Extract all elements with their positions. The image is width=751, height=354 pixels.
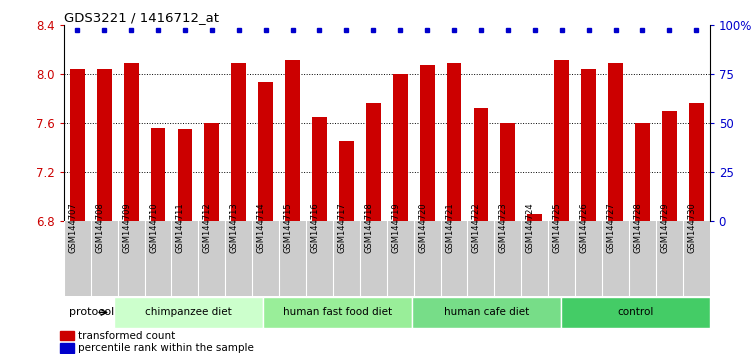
- Text: GSM144722: GSM144722: [472, 202, 481, 252]
- Text: GSM144713: GSM144713: [230, 202, 239, 252]
- Bar: [393, 74, 408, 221]
- Bar: [59, 343, 74, 353]
- Bar: [366, 103, 381, 221]
- Text: GSM144710: GSM144710: [149, 202, 158, 252]
- Bar: [113, 297, 263, 327]
- Bar: [231, 63, 246, 221]
- Text: GSM144712: GSM144712: [203, 202, 212, 252]
- Bar: [59, 331, 74, 341]
- Text: GSM144714: GSM144714: [257, 202, 266, 252]
- Bar: [554, 61, 569, 221]
- Text: GSM144726: GSM144726: [580, 202, 589, 252]
- Text: control: control: [617, 307, 653, 318]
- Text: GSM144729: GSM144729: [660, 202, 669, 252]
- Text: GSM144708: GSM144708: [95, 202, 104, 252]
- Text: GSM144711: GSM144711: [176, 202, 185, 252]
- Bar: [177, 129, 192, 221]
- Bar: [561, 297, 710, 327]
- Text: GSM144717: GSM144717: [337, 202, 346, 252]
- Text: GSM144718: GSM144718: [364, 202, 373, 252]
- Text: GSM144715: GSM144715: [284, 202, 293, 252]
- Bar: [124, 63, 138, 221]
- Text: human fast food diet: human fast food diet: [282, 307, 391, 318]
- Bar: [97, 69, 112, 221]
- Text: protocol: protocol: [69, 307, 114, 318]
- Text: GSM144719: GSM144719: [391, 202, 400, 252]
- Text: GSM144720: GSM144720: [418, 202, 427, 252]
- Bar: [420, 65, 435, 221]
- Bar: [447, 63, 461, 221]
- Bar: [608, 63, 623, 221]
- Bar: [258, 82, 273, 221]
- Bar: [204, 123, 219, 221]
- Bar: [527, 214, 542, 221]
- Bar: [263, 297, 412, 327]
- Bar: [70, 69, 85, 221]
- Text: human cafe diet: human cafe diet: [444, 307, 529, 318]
- Bar: [662, 111, 677, 221]
- Text: transformed count: transformed count: [77, 331, 175, 341]
- Bar: [339, 142, 354, 221]
- Text: GSM144716: GSM144716: [310, 202, 319, 252]
- Text: GSM144725: GSM144725: [553, 202, 562, 252]
- Text: GSM144724: GSM144724: [526, 202, 535, 252]
- Bar: [635, 123, 650, 221]
- Text: chimpanzee diet: chimpanzee diet: [145, 307, 231, 318]
- Text: GSM144723: GSM144723: [499, 202, 508, 252]
- Text: GSM144730: GSM144730: [687, 202, 696, 252]
- Bar: [285, 61, 300, 221]
- Bar: [500, 123, 515, 221]
- Text: GSM144727: GSM144727: [607, 202, 616, 252]
- Text: GSM144721: GSM144721: [445, 202, 454, 252]
- Text: GDS3221 / 1416712_at: GDS3221 / 1416712_at: [64, 11, 219, 24]
- Bar: [474, 108, 488, 221]
- Text: percentile rank within the sample: percentile rank within the sample: [77, 343, 254, 353]
- Text: GSM144709: GSM144709: [122, 202, 131, 252]
- Bar: [151, 128, 165, 221]
- Bar: [312, 117, 327, 221]
- Text: GSM144728: GSM144728: [633, 202, 642, 252]
- Text: GSM144707: GSM144707: [68, 202, 77, 252]
- Bar: [412, 297, 561, 327]
- Bar: [581, 69, 596, 221]
- Bar: [689, 103, 704, 221]
